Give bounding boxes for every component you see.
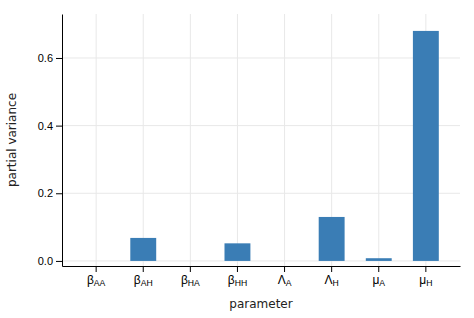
y-tick-label: 0.4 — [38, 120, 53, 132]
grid-line — [284, 14, 285, 266]
x-tick-mark — [237, 266, 238, 272]
y-axis: 0.0 0.2 0.4 0.6 — [38, 15, 63, 267]
x-tick-label-sub: AH — [141, 278, 153, 288]
y-tick-label: 0.0 — [38, 255, 53, 267]
x-tick-mark — [284, 266, 285, 272]
x-tick: ΛH — [325, 266, 339, 288]
x-tick-label: μH — [419, 273, 432, 289]
y-tick-mark — [56, 126, 62, 127]
x-tick-label-base: Λ — [325, 273, 333, 287]
x-tick-label-base: Λ — [278, 273, 286, 287]
grid — [62, 14, 460, 266]
x-tick-label: βHH — [228, 273, 247, 289]
x-tick: βAH — [134, 266, 153, 288]
x-tick: βHH — [228, 266, 247, 288]
x-tick: βAA — [87, 266, 106, 288]
x-axis: βAAβAHβHAβHHΛAΛHμAμH — [63, 266, 461, 288]
y-axis-line — [62, 15, 63, 267]
plot: 0.00.20.40.6βAAβAHβHAβHHΛAΛHμAμH — [38, 14, 461, 288]
grid-line — [62, 125, 460, 126]
grid-line — [62, 57, 460, 58]
grid-line — [190, 14, 191, 266]
bar — [224, 243, 250, 261]
y-tick-label: 0.6 — [38, 52, 53, 64]
x-tick-mark — [425, 266, 426, 272]
x-tick: μH — [419, 266, 432, 288]
x-tick-label-sub: H — [426, 278, 432, 288]
x-tick-label: ΛH — [325, 273, 339, 289]
bar — [319, 217, 345, 261]
x-tick-mark — [331, 266, 332, 272]
bars — [130, 31, 439, 261]
grid-line — [62, 193, 460, 194]
x-tick: ΛA — [278, 266, 292, 288]
y-tick: 0.4 — [38, 120, 62, 132]
grid-line — [378, 14, 379, 266]
x-tick-mark — [143, 266, 144, 272]
bar — [130, 238, 156, 261]
x-tick-mark — [190, 266, 191, 272]
grid-line — [143, 14, 144, 266]
bar — [177, 260, 203, 261]
y-tick-mark — [56, 261, 62, 262]
bar — [366, 258, 392, 261]
bar — [272, 260, 298, 261]
x-axis-line — [63, 266, 461, 267]
x-tick-label-sub: HH — [235, 278, 247, 288]
x-tick-label-sub: A — [379, 278, 385, 288]
y-tick-label: 0.2 — [38, 187, 53, 199]
x-tick-label: ΛA — [278, 273, 292, 289]
y-tick: 0.0 — [38, 255, 62, 267]
x-tick-label: βAA — [87, 273, 106, 289]
x-tick-mark — [96, 266, 97, 272]
grid-line — [96, 14, 97, 266]
y-tick-mark — [56, 58, 62, 59]
x-tick-label: μA — [372, 273, 385, 289]
x-tick-label: βAH — [134, 273, 153, 289]
x-tick-label: βHA — [181, 273, 200, 289]
x-tick-label-sub: H — [333, 278, 339, 288]
x-tick-label-sub: HA — [188, 278, 200, 288]
x-tick-label-sub: A — [286, 278, 292, 288]
x-tick-mark — [378, 266, 379, 272]
grid-line — [62, 260, 460, 261]
y-tick-mark — [56, 193, 62, 194]
x-tick: βHA — [181, 266, 200, 288]
grid-line — [237, 14, 238, 266]
chart: 0.00.20.40.6βAAβAHβHAβHHΛAΛHμAμHparamete… — [0, 0, 474, 318]
x-tick: μA — [372, 266, 385, 288]
x-axis-title: parameter — [229, 297, 292, 311]
y-axis-title: partial variance — [5, 93, 19, 187]
x-tick-label-sub: AA — [94, 278, 106, 288]
y-tick: 0.6 — [38, 52, 62, 64]
y-tick: 0.2 — [38, 187, 62, 199]
bar — [413, 31, 439, 261]
bar — [83, 260, 109, 261]
